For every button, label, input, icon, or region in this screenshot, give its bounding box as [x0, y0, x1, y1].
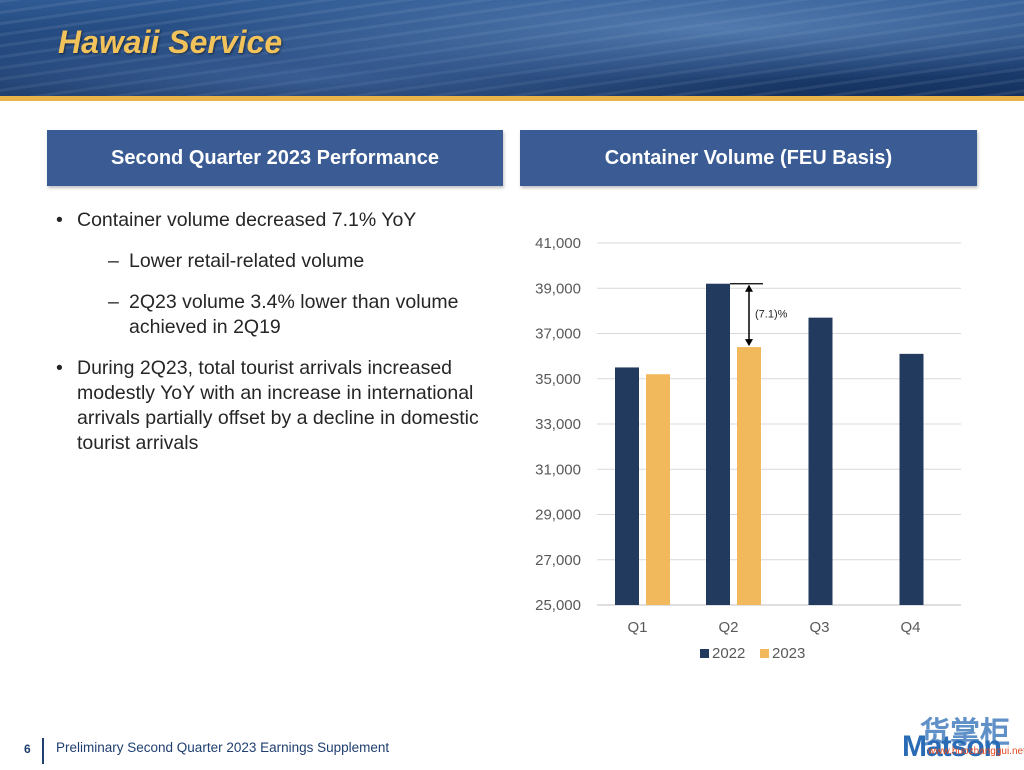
matson-logo: 货掌柜 Matson www.huozhanggui.net [902, 708, 1024, 770]
sub-bullet-item: – 2Q23 volume 3.4% lower than volume ach… [56, 290, 506, 340]
bar-2022-Q2 [706, 283, 730, 605]
legend-label: 2023 [772, 645, 805, 662]
y-tick-label: 41,000 [535, 235, 581, 252]
bullet-text: Container volume decreased 7.1% YoY [77, 209, 417, 231]
y-tick-label: 39,000 [535, 280, 581, 297]
annotation-label: (7.1)% [755, 309, 788, 321]
container-volume-chart: 25,000 27,000 29,000 31,000 33,000 35,000 37,0… [520, 190, 977, 690]
sub-bullet-dash: – [108, 250, 119, 272]
page-title: Hawaii Service [58, 24, 283, 60]
bullet-dot: • [56, 209, 63, 231]
performance-bullets: • Container volume decreased 7.1% YoY – … [56, 208, 506, 456]
x-tick-label: Q3 [809, 619, 829, 636]
y-tick-label: 25,000 [535, 597, 581, 614]
x-tick-label: Q2 [718, 619, 738, 636]
legend-swatch [760, 649, 769, 658]
y-tick-label: 33,000 [535, 416, 581, 433]
bar-2023-Q2 [737, 347, 761, 605]
annotation-arrowhead-up [745, 284, 753, 292]
left-panel-header: Second Quarter 2023 Performance [47, 130, 503, 186]
watermark-text: 货掌柜 [920, 717, 1010, 750]
bullet-item: • During 2Q23, total tourist arrivals in… [56, 356, 506, 456]
annotation-arrowhead-down [745, 339, 753, 347]
right-panel-header: Container Volume (FEU Basis) [520, 130, 977, 186]
legend-swatch [700, 649, 709, 658]
y-tick-label: 35,000 [535, 371, 581, 388]
bar-2023-Q1 [646, 374, 670, 605]
y-tick-label: 27,000 [535, 552, 581, 569]
sub-bullet-item: – Lower retail-related volume [56, 249, 506, 274]
sub-bullet-dash: – [108, 291, 119, 313]
bullet-text: During 2Q23, total tourist arrivals incr… [77, 357, 479, 454]
header-banner [0, 0, 1024, 96]
banner-stripe [0, 96, 1024, 101]
y-tick-label: 29,000 [535, 507, 581, 524]
legend-label: 2022 [712, 645, 745, 662]
footer-divider [42, 738, 44, 764]
footer-text: Preliminary Second Quarter 2023 Earnings… [56, 740, 390, 755]
sub-bullet-text: 2Q23 volume 3.4% lower than volume achie… [129, 291, 459, 338]
x-tick-label: Q1 [627, 619, 647, 636]
logo-text: Matson [902, 730, 1002, 763]
watermark-url: www.huozhanggui.net [928, 746, 1024, 757]
page-number: 6 [24, 742, 31, 756]
bullet-dot: • [56, 357, 63, 379]
y-tick-label: 37,000 [535, 326, 581, 343]
chart-svg: 25,000 27,000 29,000 31,000 33,000 35,000 37,0… [535, 235, 961, 662]
y-tick-label: 31,000 [535, 461, 581, 478]
bar-2022-Q1 [615, 367, 639, 605]
bullet-item: • Container volume decreased 7.1% YoY [56, 208, 506, 233]
bar-2022-Q4 [899, 353, 924, 605]
sub-bullet-text: Lower retail-related volume [129, 250, 365, 272]
bar-2022-Q3 [808, 317, 833, 605]
x-tick-label: Q4 [900, 619, 920, 636]
